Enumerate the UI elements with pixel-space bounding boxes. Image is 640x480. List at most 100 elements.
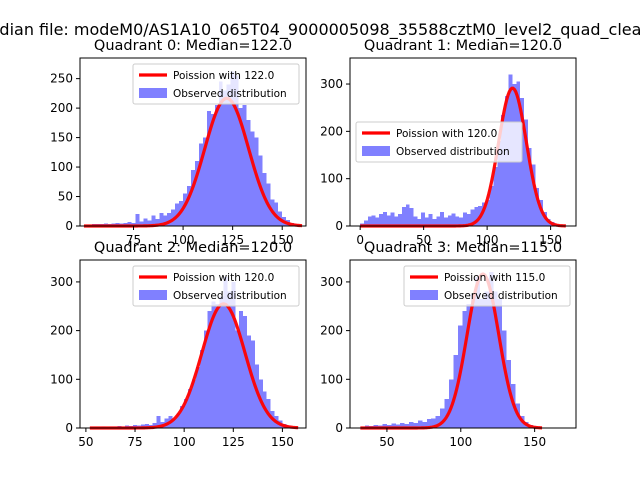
histogram-bar	[363, 220, 368, 226]
x-tick-label: 75	[126, 233, 141, 247]
x-tick-label: 125	[222, 435, 245, 449]
y-tick-label: 100	[50, 160, 73, 174]
legend-box	[132, 63, 300, 105]
histogram-bar	[192, 379, 196, 428]
quadrant-3-title: Quadrant 3: Median=115.0	[364, 240, 562, 256]
histogram-bar	[375, 217, 380, 226]
histogram-bar	[523, 119, 528, 226]
histogram-bar	[520, 98, 524, 226]
histogram-bar	[382, 424, 387, 428]
histogram-bar	[440, 211, 444, 226]
histogram-bar	[484, 291, 489, 428]
quadrant-2-title: Quadrant 2: Median=120.0	[94, 240, 292, 256]
histogram-bar	[394, 216, 399, 226]
legend-bar-swatch	[410, 290, 438, 300]
histogram-bar	[180, 406, 185, 428]
x-tick-label: 150	[523, 435, 546, 449]
histogram-bar	[535, 188, 540, 226]
quadrant-2-panel: Quadrant 2: Median=120.0 50 75 100 125 150 0 10…	[50, 240, 307, 449]
histogram-bar	[367, 216, 372, 226]
y-tick-label: 200	[50, 101, 73, 115]
histogram-bar	[391, 423, 396, 428]
histogram-bar	[230, 71, 235, 226]
y-tick-label: 100	[320, 372, 343, 386]
histogram-bar	[172, 419, 177, 428]
histogram-bar	[215, 303, 220, 428]
histogram-bar	[156, 415, 161, 428]
histogram-bar	[466, 214, 471, 226]
histogram-bar	[531, 164, 536, 226]
y-tick-label: 150	[50, 131, 73, 145]
x-tick-label: 100	[172, 233, 195, 247]
histogram-bar	[218, 81, 223, 226]
y-tick-label: 300	[320, 275, 343, 289]
y-tick-label: 300	[50, 275, 73, 289]
histogram-bar	[413, 216, 418, 226]
x-tick-label: 150	[271, 435, 294, 449]
y-tick-label: 200	[320, 324, 343, 338]
histogram-bar	[501, 114, 505, 226]
histogram-bar	[431, 418, 436, 428]
histogram-bar	[405, 204, 410, 226]
histogram-bar	[436, 216, 441, 226]
histogram-bar	[203, 330, 208, 428]
histogram-bar	[506, 359, 512, 428]
legend: Poission with 120.0 Observed distribution	[355, 121, 523, 163]
histogram-bar	[242, 105, 247, 226]
histogram-bar	[207, 311, 212, 428]
y-tick-label: 0	[65, 421, 73, 435]
histogram-bar	[502, 330, 507, 428]
histogram-bar	[482, 202, 486, 226]
histogram-bar	[371, 215, 376, 226]
histogram-bar	[402, 207, 406, 226]
histogram-bar	[475, 277, 480, 428]
histogram-bar	[493, 166, 498, 226]
histogram-bar	[463, 212, 467, 226]
histogram-bar	[400, 423, 405, 428]
histogram-bar	[444, 398, 449, 428]
histogram-bar	[421, 212, 425, 226]
histogram-bar	[195, 367, 200, 428]
histogram-bar	[379, 214, 384, 226]
x-tick-label: 125	[221, 233, 244, 247]
y-tick-label: 0	[335, 219, 343, 233]
histogram-bar	[243, 316, 248, 428]
histogram-bar	[443, 217, 448, 226]
histogram-bar	[211, 301, 216, 428]
histogram-bar	[435, 415, 441, 428]
histogram-bar	[159, 213, 164, 226]
histogram-bar	[493, 291, 498, 428]
legend-bar-label: Observed distribution	[173, 290, 287, 302]
histogram-bar	[409, 208, 414, 226]
histogram-bar	[395, 424, 401, 428]
histogram-bar	[488, 272, 494, 428]
x-tick-label: 100	[173, 435, 196, 449]
histogram-bar	[424, 217, 429, 226]
legend-box	[403, 265, 571, 307]
histogram-bar	[471, 294, 476, 428]
histogram-bar	[413, 423, 418, 428]
histogram-bar	[247, 335, 251, 428]
histogram-bar	[147, 220, 152, 226]
quadrant-1-panel: Quadrant 1: Median=120.0 0 50 100 150 0 100 200…	[320, 38, 577, 247]
histogram-bar	[527, 147, 532, 226]
histogram-bar	[127, 221, 132, 226]
y-tick-label: 100	[320, 172, 343, 186]
histogram-bar	[191, 170, 195, 226]
histogram-bar	[219, 296, 224, 428]
histogram-bar	[184, 398, 189, 428]
histogram-bar	[254, 137, 259, 226]
x-tick-label: 100	[476, 233, 499, 247]
legend-bar-label: Observed distribution	[444, 290, 558, 302]
histogram-bar	[462, 311, 467, 428]
legend-line-label: Poission with 115.0	[444, 272, 545, 284]
histogram-bar	[202, 137, 207, 226]
histogram-bar	[235, 330, 240, 428]
histogram-bar	[489, 185, 494, 226]
histogram-bar	[144, 424, 149, 428]
histogram-bar	[390, 212, 395, 226]
histogram-bar	[187, 185, 192, 226]
histogram-bar	[479, 298, 485, 428]
x-tick-label: 50	[379, 435, 394, 449]
